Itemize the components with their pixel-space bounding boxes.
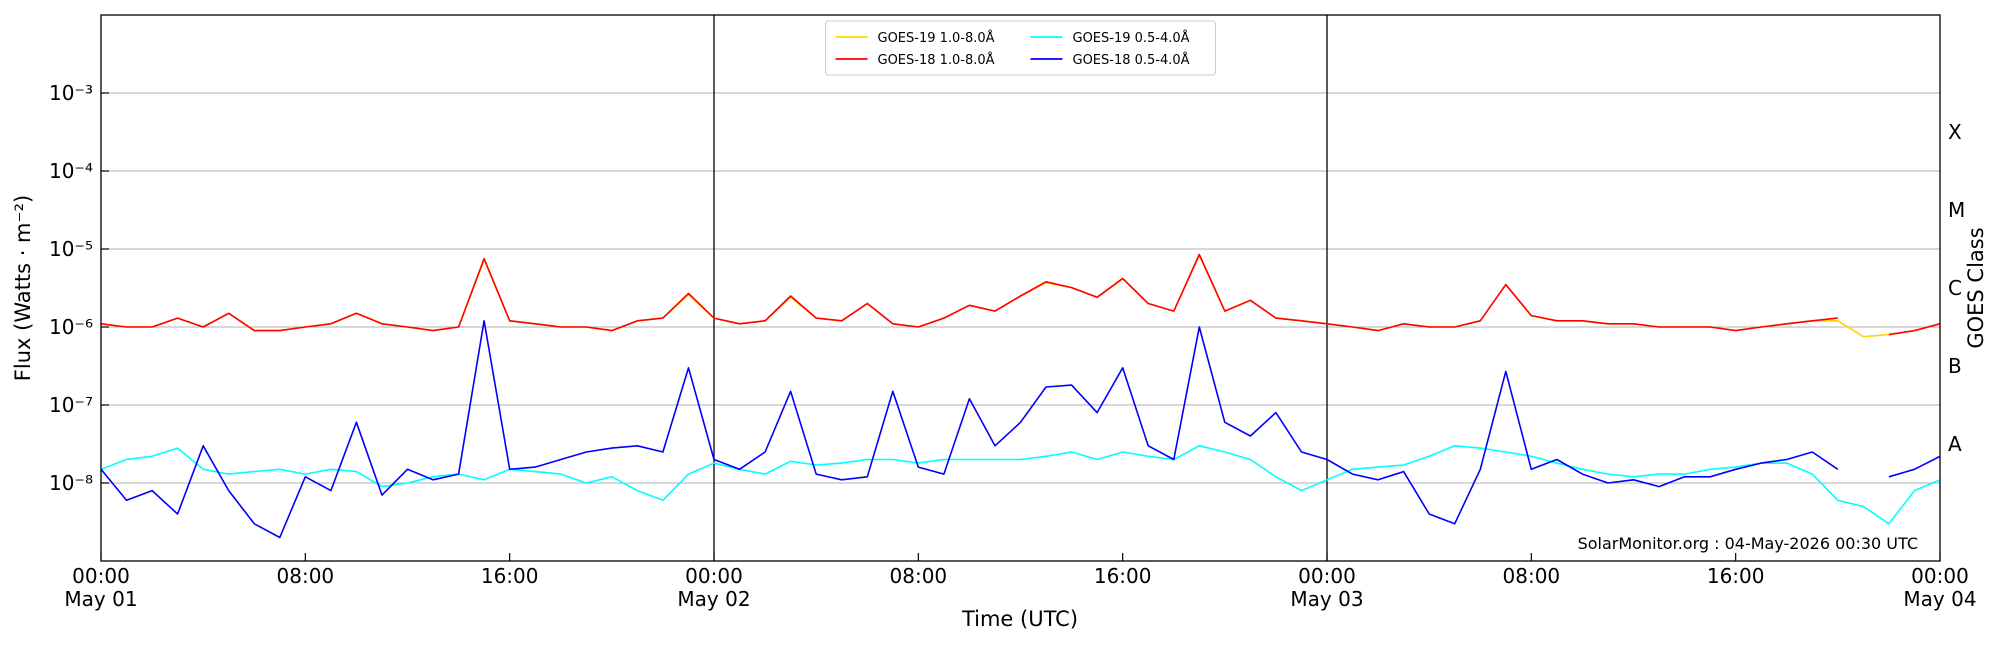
- legend-box: [825, 20, 1216, 76]
- x-tick-label: 16:00: [1707, 564, 1765, 588]
- x-tick-label: 00:00 May 02: [677, 564, 750, 611]
- y2-axis-label: GOES Class: [1964, 227, 1988, 348]
- series-line: [101, 320, 1940, 539]
- legend-label: GOES-18 0.5-4.0Å: [1073, 52, 1190, 68]
- legend-label: GOES-19 0.5-4.0Å: [1073, 30, 1190, 46]
- x-tick-label: 08:00: [1503, 564, 1561, 588]
- plot-area: [101, 253, 1940, 539]
- y-tick-label: 10⁻⁸: [49, 471, 93, 495]
- y2-tick-label: C: [1948, 276, 1962, 300]
- series-line: [101, 445, 1940, 525]
- x-tick-label: 00:00 May 01: [64, 564, 137, 611]
- y-tick-label: 10⁻³: [49, 81, 93, 105]
- x-tick-label: 08:00: [277, 564, 335, 588]
- y2-tick-label: A: [1948, 432, 1962, 456]
- legend-label: GOES-19 1.0-8.0Å: [878, 30, 995, 46]
- x-axis-label: Time (UTC): [961, 607, 1078, 631]
- plot-frame: [100, 14, 1941, 562]
- series-line: [101, 253, 1940, 336]
- y2-tick-label: B: [1948, 354, 1962, 378]
- y-tick-label: 10⁻⁵: [49, 237, 93, 261]
- y-tick-label: 10⁻⁶: [49, 315, 93, 339]
- y-tick-label: 10⁻⁴: [49, 159, 93, 183]
- y2-tick-label: X: [1948, 120, 1962, 144]
- y2-tick-label: M: [1948, 198, 1965, 222]
- y-axis-label: Flux (Watts · m⁻²): [11, 195, 35, 381]
- x-tick-label: 00:00 May 03: [1290, 564, 1363, 611]
- y-tick-label: 10⁻⁷: [49, 393, 93, 417]
- x-tick-label: 16:00: [1094, 564, 1152, 588]
- x-tick-label: 00:00 May 04: [1903, 564, 1976, 611]
- legend-label: GOES-18 1.0-8.0Å: [878, 52, 995, 68]
- annotation: SolarMonitor.org : 04-May-2026 00:30 UTC: [1578, 534, 1918, 553]
- x-tick-label: 08:00: [890, 564, 948, 588]
- x-tick-label: 16:00: [481, 564, 539, 588]
